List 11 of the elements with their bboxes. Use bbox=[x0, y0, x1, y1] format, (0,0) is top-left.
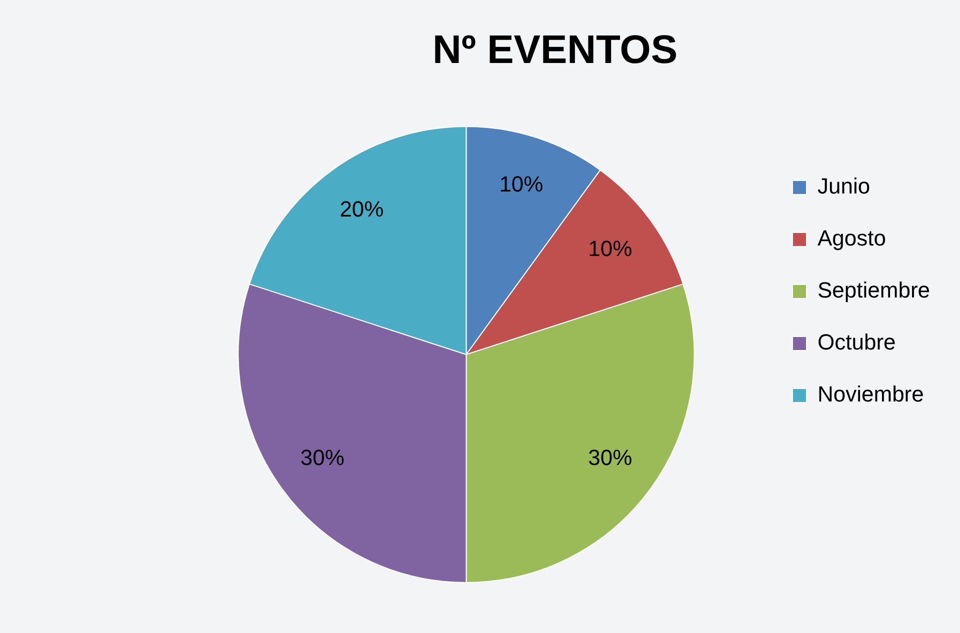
legend-label: Noviembre bbox=[817, 382, 924, 407]
chart-title: Nº EVENTOS bbox=[432, 28, 678, 72]
data-label: 20% bbox=[340, 196, 384, 222]
legend-label: Junio bbox=[817, 174, 870, 199]
data-label: 30% bbox=[588, 445, 632, 470]
data-label: 10% bbox=[499, 171, 544, 196]
data-label: 10% bbox=[588, 236, 632, 262]
legend-label: Septiembre bbox=[817, 278, 930, 303]
data-label: 30% bbox=[300, 445, 344, 470]
legend-label: Agosto bbox=[817, 226, 886, 251]
legend-label: Octubre bbox=[817, 330, 896, 355]
